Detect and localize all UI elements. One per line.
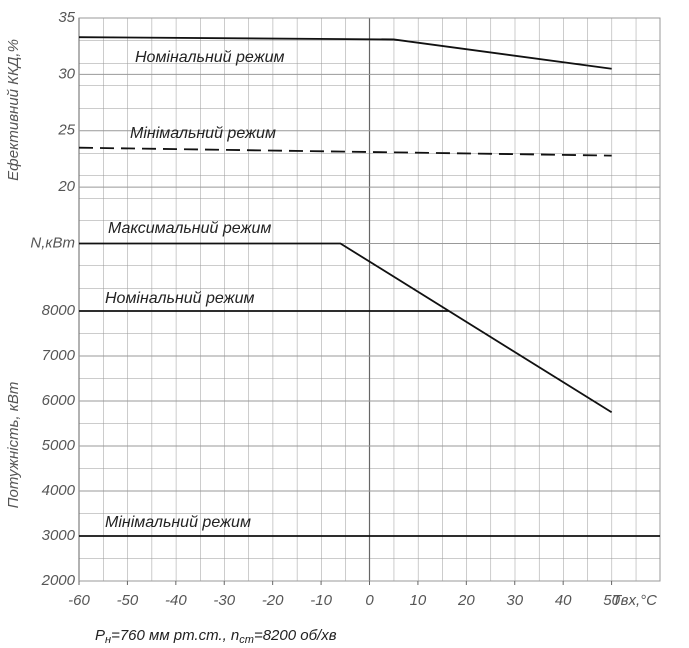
x-tick-label: 30 (506, 592, 523, 609)
x-tick-label: -20 (262, 592, 284, 609)
y-tick-label: 25 (57, 122, 75, 139)
note-part: ст (239, 634, 254, 646)
y-tick-label: 30 (58, 65, 75, 82)
series-label: Номінальний режим (135, 49, 285, 66)
y-tick-label: N,кВт (30, 234, 75, 251)
y-tick-label: 35 (58, 9, 75, 26)
y-tick-label: 20 (57, 178, 75, 195)
note-part: н (105, 634, 111, 646)
x-tick-label: 50 (603, 592, 620, 609)
y-axis-label: Ефективний ККД,% (5, 39, 22, 181)
x-tick-label: -40 (165, 592, 187, 609)
y-axis-label: Потужність, кВт (5, 382, 22, 509)
x-tick-label: -10 (310, 592, 332, 609)
note: Pн=760 мм рт.ст., nст=8200 об/хв (95, 627, 337, 646)
series-label: Максимальний режим (108, 220, 271, 237)
x-tick-label: 0 (365, 592, 374, 609)
x-axis-label: Твх,°C (612, 592, 657, 609)
y-tick-label: 3000 (42, 527, 76, 544)
note-part: =760 мм рт.ст., n (111, 627, 239, 644)
y-tick-label: 8000 (42, 302, 76, 319)
y-tick-label: 5000 (42, 437, 76, 454)
y-tick-label: 6000 (42, 392, 76, 409)
x-tick-label: -60 (68, 592, 90, 609)
x-tick-label: 20 (457, 592, 475, 609)
x-tick-label: 40 (555, 592, 572, 609)
series-line (78, 146, 612, 157)
series-label: Мінімальний режим (130, 125, 276, 142)
x-tick-label: -50 (117, 592, 139, 609)
x-tick-label: -30 (213, 592, 235, 609)
note-part: =8200 об/хв (254, 627, 337, 644)
series-line (78, 36, 612, 70)
y-tick-label: 2000 (41, 572, 76, 589)
note-part: P (95, 627, 105, 644)
y-tick-label: 7000 (42, 347, 76, 364)
y-tick-label: 4000 (42, 482, 76, 499)
series-label: Номінальний режим (105, 290, 255, 307)
series-label: Мінімальний режим (105, 514, 251, 531)
x-tick-label: 10 (410, 592, 427, 609)
series-line (79, 242, 613, 414)
